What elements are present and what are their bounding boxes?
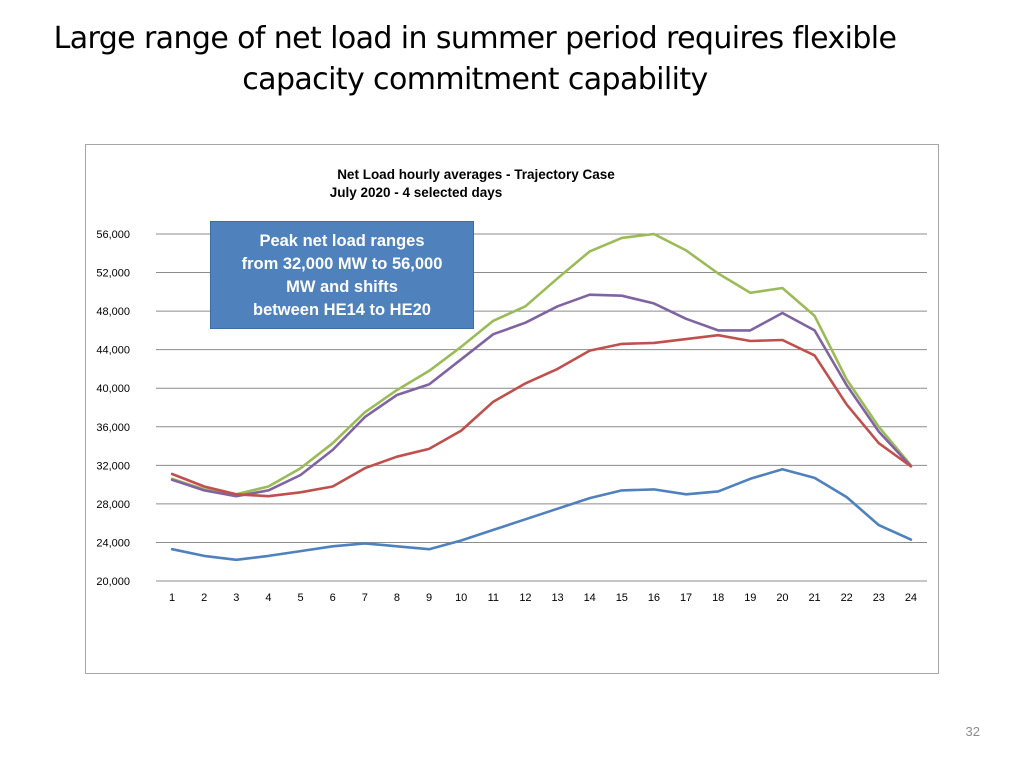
x-tick-label: 8 bbox=[394, 592, 400, 604]
x-tick-label: 20 bbox=[776, 592, 788, 604]
slide-number: 32 bbox=[965, 724, 980, 739]
x-axis-ticks: 1 2 3 4 5 6 7 8 9 10 11 12 13 14 15 16 17 18 19 20 21 22 23 24 bbox=[169, 592, 917, 604]
x-tick-label: 12 bbox=[519, 592, 531, 604]
x-tick-label: 16 bbox=[648, 592, 660, 604]
x-tick-label: 17 bbox=[680, 592, 692, 604]
x-tick-label: 1 bbox=[169, 592, 175, 604]
x-tick-label: 7 bbox=[362, 592, 368, 604]
x-tick-label: 13 bbox=[551, 592, 563, 604]
y-tick-label: 52,000 bbox=[96, 268, 130, 280]
callout-line-2: from 32,000 MW to 56,000 bbox=[241, 255, 443, 273]
chart-subtitle: July 2020 - 4 selected days bbox=[330, 185, 503, 200]
gridlines bbox=[156, 233, 927, 582]
callout-line-4: between HE14 to HE20 bbox=[253, 301, 431, 319]
series-lines bbox=[170, 232, 913, 562]
y-tick-label: 24,000 bbox=[96, 537, 130, 549]
peak-callout-box: Peak net load ranges from 32,000 MW to 5… bbox=[210, 221, 474, 329]
x-tick-label: 21 bbox=[808, 592, 820, 604]
y-axis-ticks: 20,000 24,000 28,000 32,000 36,000 40,000 44,0… bbox=[96, 229, 130, 588]
callout-line-1: Peak net load ranges bbox=[259, 232, 425, 250]
slide-title-line-2: capacity commitment capability bbox=[242, 62, 708, 97]
slide-title: Large range of net load in summer period… bbox=[40, 18, 910, 100]
net-load-line-chart: Net Load hourly averages - Trajectory Ca… bbox=[96, 167, 927, 604]
chart-title: Net Load hourly averages - Trajectory Ca… bbox=[337, 167, 615, 182]
y-tick-label: 56,000 bbox=[96, 229, 130, 241]
y-tick-label: 36,000 bbox=[96, 422, 130, 434]
series-line-2 bbox=[170, 293, 913, 498]
x-tick-label: 6 bbox=[330, 592, 336, 604]
y-tick-label: 32,000 bbox=[96, 460, 130, 472]
y-tick-label: 48,000 bbox=[96, 306, 130, 318]
y-tick-label: 28,000 bbox=[96, 499, 130, 511]
y-tick-label: 40,000 bbox=[96, 383, 130, 395]
x-tick-label: 22 bbox=[841, 592, 853, 604]
x-tick-label: 19 bbox=[744, 592, 756, 604]
x-tick-label: 10 bbox=[455, 592, 467, 604]
x-tick-label: 24 bbox=[905, 592, 917, 604]
y-tick-label: 44,000 bbox=[96, 345, 130, 357]
callout-line-3: MW and shifts bbox=[286, 278, 398, 296]
y-tick-label: 20,000 bbox=[96, 576, 130, 588]
series-line-3 bbox=[170, 333, 913, 498]
x-tick-label: 18 bbox=[712, 592, 724, 604]
x-tick-label: 5 bbox=[298, 592, 304, 604]
series-line-1 bbox=[170, 232, 913, 496]
slide-title-line-1: Large range of net load in summer period… bbox=[53, 21, 897, 56]
x-tick-label: 4 bbox=[265, 592, 271, 604]
x-tick-label: 23 bbox=[873, 592, 885, 604]
x-tick-label: 3 bbox=[233, 592, 239, 604]
x-tick-label: 11 bbox=[488, 592, 499, 604]
x-tick-label: 9 bbox=[426, 592, 432, 604]
series-line-4 bbox=[170, 467, 913, 562]
x-tick-label: 2 bbox=[201, 592, 207, 604]
x-tick-label: 15 bbox=[616, 592, 628, 604]
x-tick-label: 14 bbox=[584, 592, 596, 604]
